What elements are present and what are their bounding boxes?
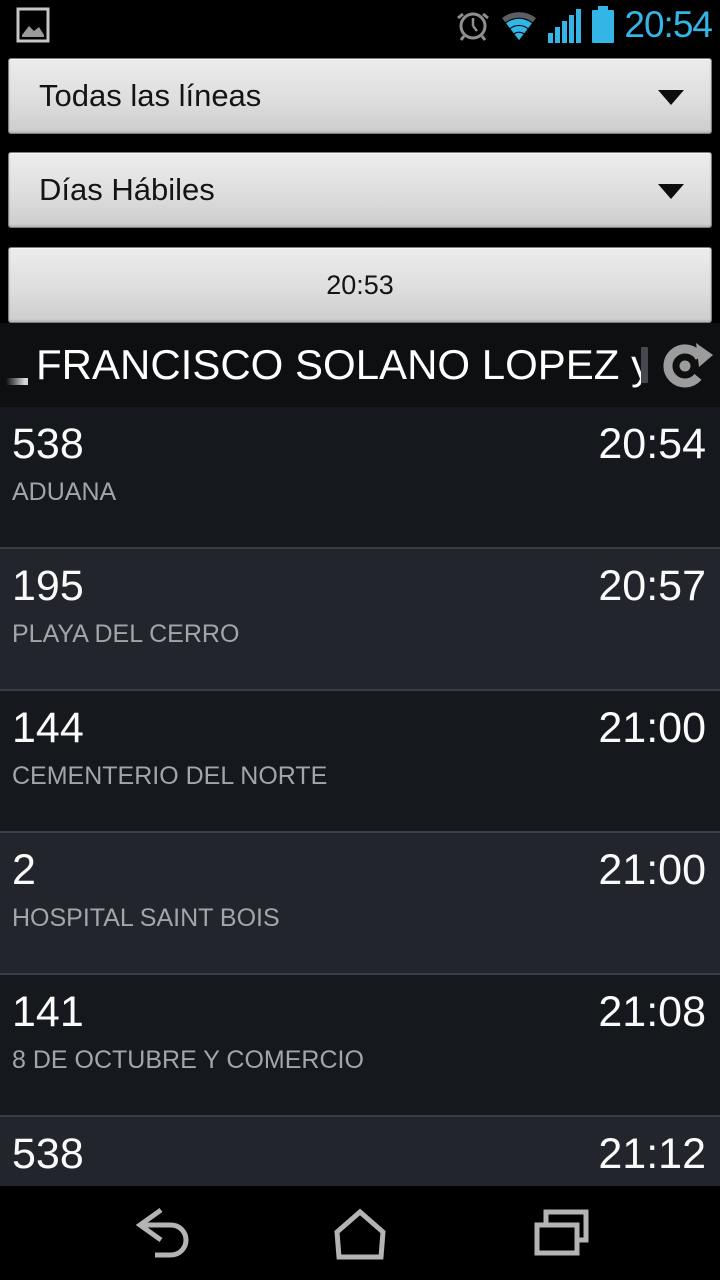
bus-destination: ADUANA (12, 478, 117, 506)
arrival-row[interactable]: 144 CEMENTERIO DEL NORTE 21:00 (0, 691, 720, 833)
time-picker-button[interactable]: 20:53 (8, 247, 712, 323)
bus-line-number: 195 (12, 562, 84, 610)
arrivals-list: 538 ADUANA 20:54 195 PLAYA DEL CERRO 20:… (0, 407, 720, 1259)
arrival-time: 21:12 (598, 1130, 706, 1178)
bus-destination: PLAYA DEL CERRO (12, 620, 240, 648)
stop-title: FRANCISCO SOLANO LOPEZ y (36, 341, 641, 388)
status-bar: 20:54 (0, 0, 720, 50)
arrival-time: 21:00 (598, 846, 706, 894)
bus-destination: HOSPITAL SAINT BOIS (12, 904, 280, 932)
bus-line-number: 144 (12, 704, 84, 752)
bus-line-number: 2 (12, 846, 36, 894)
navigation-bar (0, 1186, 720, 1280)
home-icon (334, 1208, 386, 1260)
arrival-row[interactable]: 195 PLAYA DEL CERRO 20:57 (0, 549, 720, 691)
recents-icon (534, 1209, 589, 1256)
status-clock: 20:54 (624, 4, 713, 45)
action-divider (641, 347, 648, 383)
chevron-down-icon (658, 90, 684, 105)
stop-header: FRANCISCO SOLANO LOPEZ y (0, 323, 720, 407)
home-button[interactable] (312, 1200, 408, 1266)
alarm-icon (457, 12, 490, 41)
arrival-time: 20:54 (598, 420, 706, 468)
back-button[interactable] (114, 1200, 210, 1266)
arrival-row[interactable]: 538 ADUANA 20:54 (0, 407, 720, 549)
arrival-row[interactable]: 141 8 DE OCTUBRE Y COMERCIO 21:08 (0, 975, 720, 1117)
status-bar-indicators: 20:54 (456, 0, 713, 50)
refresh-button[interactable] (654, 334, 716, 396)
chevron-down-icon (658, 184, 684, 199)
signal-icon (548, 9, 582, 43)
arrival-time: 21:00 (598, 704, 706, 752)
day-filter-value: Días Hábiles (39, 172, 215, 207)
bus-destination: 8 DE OCTUBRE Y COMERCIO (12, 1046, 364, 1074)
line-filter-value: Todas las líneas (39, 78, 262, 113)
back-icon (135, 1207, 189, 1258)
clipped-character (6, 378, 28, 385)
day-filter-spinner[interactable]: Días Hábiles (8, 152, 712, 228)
arrival-row[interactable]: 2 HOSPITAL SAINT BOIS 21:00 (0, 833, 720, 975)
arrival-time: 20:57 (598, 562, 706, 610)
recents-button[interactable] (513, 1200, 609, 1266)
line-filter-spinner[interactable]: Todas las líneas (8, 58, 712, 134)
bus-line-number: 538 (12, 420, 84, 468)
refresh-icon (663, 343, 713, 388)
photo-notification-icon (16, 7, 50, 43)
arrival-time: 21:08 (598, 988, 706, 1036)
status-bar-notifications (12, 4, 54, 46)
battery-icon (592, 6, 615, 43)
bus-line-number: 538 (12, 1130, 84, 1178)
time-picker-value: 20:53 (326, 269, 394, 300)
stop-title-marquee: FRANCISCO SOLANO LOPEZ y (0, 323, 641, 407)
wifi-icon (502, 12, 537, 40)
filter-controls: Todas las líneas Días Hábiles 20:53 (0, 58, 720, 323)
bus-destination: CEMENTERIO DEL NORTE (12, 762, 328, 790)
bus-line-number: 141 (12, 988, 84, 1036)
